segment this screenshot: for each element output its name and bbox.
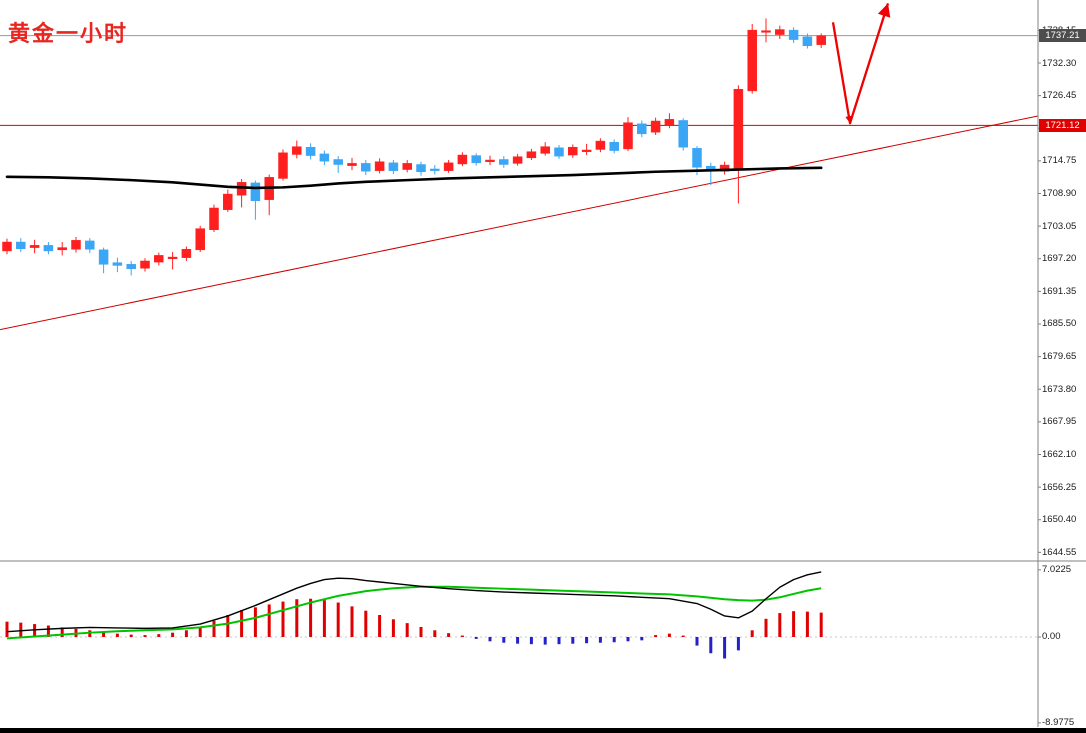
- price-tick-label: 1697.20: [1042, 253, 1077, 265]
- price-tick-label: 1685.50: [1042, 318, 1077, 330]
- forecast-arrow[interactable]: [831, 2, 891, 125]
- candles-group: [2, 18, 826, 276]
- macd-histogram: [5, 598, 823, 659]
- ascending-trendline[interactable]: [0, 115, 1039, 331]
- price-tick-label: 1644.55: [1042, 546, 1077, 558]
- green-signal-line: [6, 585, 822, 640]
- price-tick-label: 1679.65: [1042, 351, 1077, 363]
- chart-title: 黄金一小时: [8, 21, 129, 46]
- current-price-badge: 1737.21: [1039, 29, 1086, 43]
- indicator-max-label: 7.0225: [1042, 564, 1072, 576]
- indicator-min-label: -8.9775: [1042, 717, 1075, 729]
- hline-price-badge: 1721.12: [1039, 118, 1086, 132]
- price-tick-label: 1656.25: [1042, 481, 1077, 493]
- price-tick-label: 1667.95: [1042, 416, 1077, 428]
- price-tick-label: 1691.35: [1042, 285, 1077, 297]
- reference-lines: [0, 35, 1039, 331]
- price-axis[interactable]: 1738.151732.301726.451720.601714.751708.…: [1038, 0, 1086, 727]
- price-tick-label: 1662.10: [1042, 448, 1077, 460]
- black-ma-line: [5, 166, 823, 190]
- bottom-bar: [0, 728, 1086, 733]
- price-tick-label: 1726.45: [1042, 90, 1077, 102]
- price-tick-label: 1714.75: [1042, 155, 1077, 167]
- black-macd-line: [6, 571, 822, 633]
- price-tick-label: 1708.90: [1042, 188, 1077, 199]
- price-tick-label: 1703.05: [1042, 220, 1077, 232]
- price-tick-label: 1650.40: [1042, 514, 1077, 526]
- price-tick-label: 1673.80: [1042, 383, 1077, 395]
- price-tick-label: 1732.30: [1042, 57, 1077, 69]
- indicator-zero-label: 0.00: [1042, 631, 1061, 643]
